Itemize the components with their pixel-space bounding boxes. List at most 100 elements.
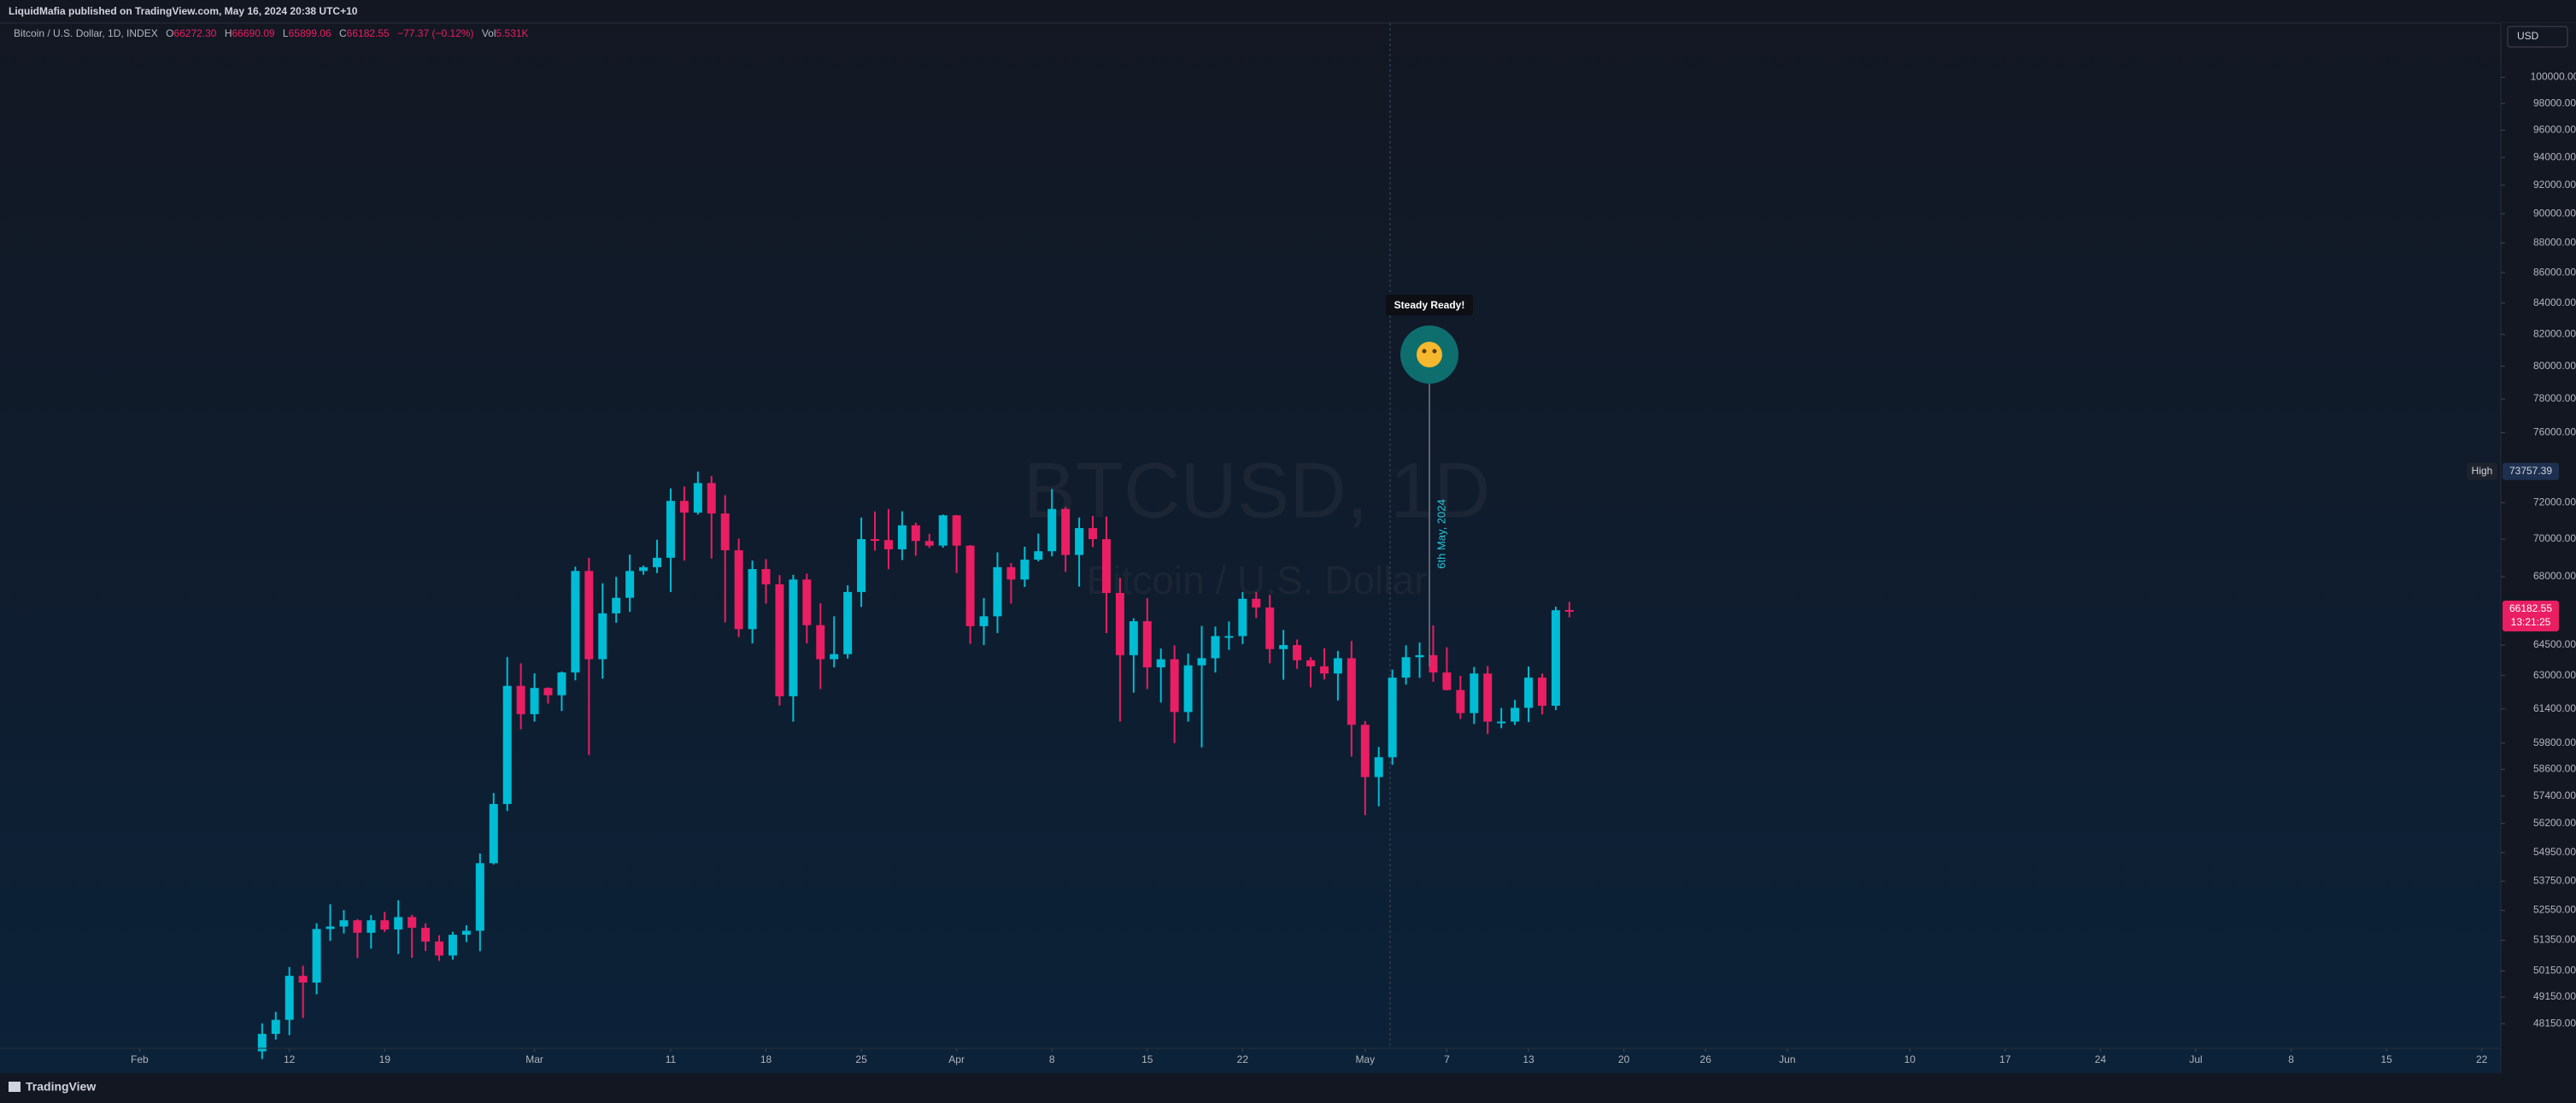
- candle-body: [816, 625, 825, 660]
- candle-body: [924, 541, 934, 546]
- legend-change: −77.37 (−0.12%): [397, 27, 473, 39]
- legend-symbol: Bitcoin / U.S. Dollar, 1D, INDEX: [14, 27, 158, 39]
- y-tick-label: 86000.00: [2533, 266, 2576, 278]
- high-value-tag: [2503, 462, 2559, 480]
- candle-body: [475, 863, 484, 931]
- candle-body: [1224, 636, 1234, 638]
- candle-body: [1319, 666, 1329, 674]
- high-tag: [2467, 462, 2497, 480]
- candle-body: [448, 935, 457, 956]
- candle-body: [1564, 609, 1574, 613]
- candle-body: [584, 571, 594, 660]
- legend-close: 66182.55: [347, 27, 390, 39]
- annotation-emoji-eye: [1422, 349, 1427, 354]
- price-axis: [2501, 23, 2576, 1073]
- top-bar: [0, 0, 2576, 23]
- candle-body: [271, 1019, 280, 1035]
- candle-body: [1115, 593, 1124, 655]
- y-tick-label: 64500.00: [2533, 638, 2576, 650]
- candle-body: [557, 672, 566, 695]
- candle-body: [1442, 672, 1452, 690]
- candle-body: [339, 920, 349, 927]
- candle-body: [1020, 560, 1030, 580]
- annotation-emoji-eye: [1432, 349, 1437, 354]
- y-tick-label: 84000.00: [2533, 296, 2576, 308]
- candle-body: [1374, 757, 1383, 777]
- candle-body: [530, 688, 539, 714]
- candle-body: [1483, 673, 1493, 722]
- candle-body: [1047, 508, 1057, 552]
- x-tick-label: May: [1355, 1053, 1375, 1065]
- candle-body: [979, 616, 989, 626]
- x-tick-label: 15: [1141, 1053, 1153, 1065]
- candle-body: [775, 584, 784, 696]
- legend: Bitcoin / U.S. Dollar, 1D, INDEX O66272.…: [14, 27, 529, 39]
- legend-low-label: L: [283, 27, 289, 39]
- y-tick-label: 94000.00: [2533, 150, 2576, 162]
- y-tick-label: 78000.00: [2533, 392, 2576, 404]
- candle-body: [461, 930, 471, 936]
- legend-open-label: O: [166, 27, 173, 39]
- candle-body: [1129, 621, 1138, 655]
- candle-body: [911, 525, 920, 542]
- y-tick-label: 80000.00: [2533, 360, 2576, 372]
- candle-body: [748, 569, 757, 630]
- candle-body: [625, 571, 635, 598]
- x-tick-label: Feb: [131, 1053, 149, 1065]
- y-tick-label: 53750.00: [2533, 875, 2576, 887]
- candle-body: [897, 525, 907, 549]
- candle-body: [938, 515, 948, 546]
- x-tick-label: 22: [2476, 1053, 2488, 1065]
- candle-body: [720, 513, 730, 551]
- candle-body: [516, 685, 525, 714]
- currency[interactable]: USD: [2517, 30, 2539, 42]
- last-price-tag: [2503, 601, 2559, 632]
- candle-body: [543, 688, 553, 695]
- candle-body: [1497, 721, 1506, 724]
- annotation-box: [1386, 295, 1473, 315]
- candle-body: [1265, 607, 1275, 649]
- candle-body: [1306, 660, 1316, 666]
- candle-body: [952, 515, 961, 546]
- candle-body: [1211, 636, 1220, 659]
- x-tick-label: 22: [1237, 1053, 1249, 1065]
- candle-body: [1429, 654, 1438, 673]
- y-tick-label: 96000.00: [2533, 124, 2576, 136]
- candle-body: [679, 501, 689, 513]
- y-tick-label: 100000.00: [2531, 71, 2576, 83]
- candle-body: [298, 976, 308, 983]
- currency-button[interactable]: [2507, 26, 2568, 48]
- candle-body: [830, 654, 839, 660]
- x-tick-label: 13: [1523, 1053, 1534, 1065]
- y-tick-label: 63000.00: [2533, 669, 2576, 681]
- x-tick-label: 24: [2095, 1053, 2107, 1065]
- high-label: High: [2472, 465, 2493, 477]
- candle-body: [1551, 610, 1560, 706]
- y-tick-label: 54950.00: [2533, 846, 2576, 858]
- watermark-symbol: BTCUSD, 1D: [1024, 447, 1491, 534]
- candle-body: [489, 804, 498, 864]
- y-tick-label: 68000.00: [2533, 570, 2576, 582]
- candle-body: [394, 917, 403, 930]
- legend-volume-label: Vol: [482, 27, 496, 39]
- x-tick-label: 26: [1700, 1053, 1712, 1065]
- y-tick-label: 58600.00: [2533, 763, 2576, 775]
- candle-body: [571, 571, 580, 673]
- candle-body: [1142, 621, 1152, 668]
- candle-body: [598, 613, 607, 660]
- candle-body: [1101, 539, 1111, 594]
- legend-low: 65899.06: [289, 27, 332, 39]
- candle-body: [693, 483, 702, 513]
- candle-body: [1415, 654, 1424, 658]
- annotation-title: Steady Ready!: [1394, 299, 1465, 311]
- candle-body: [1034, 551, 1043, 560]
- candle-body: [1456, 689, 1465, 713]
- candle-body: [257, 1034, 267, 1052]
- candle-body: [1524, 678, 1534, 708]
- annotation-emoji: [1417, 342, 1442, 367]
- x-tick-label: Mar: [525, 1053, 543, 1065]
- candle-body: [367, 920, 376, 933]
- candle-body: [653, 557, 662, 567]
